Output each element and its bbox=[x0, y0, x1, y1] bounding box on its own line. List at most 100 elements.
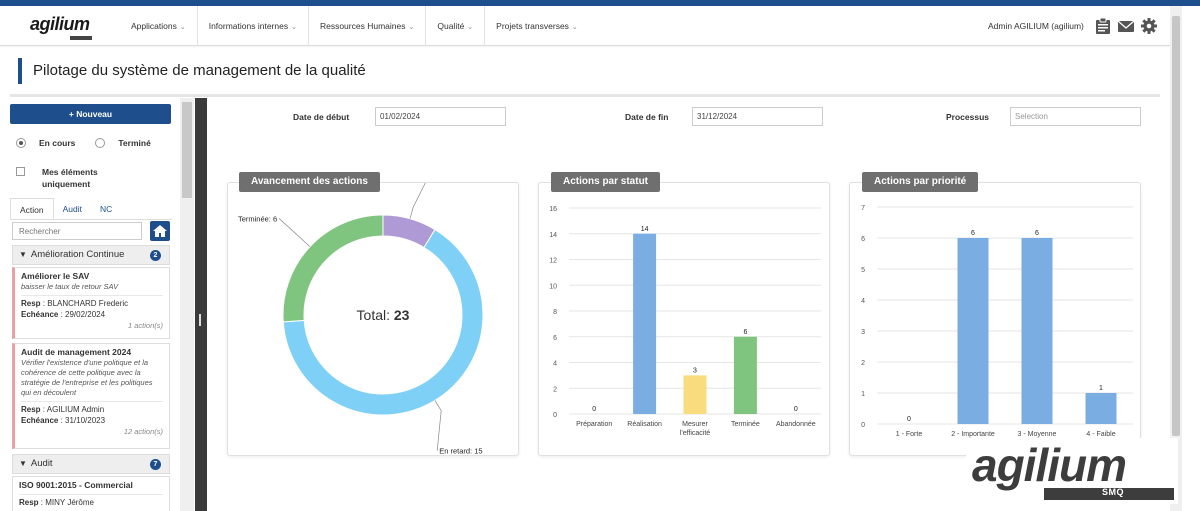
list-item[interactable]: ISO 9001:2015 - Commercial Resp : MINY J… bbox=[12, 476, 170, 511]
status-radio-group: En cours Terminé bbox=[16, 138, 151, 148]
x-tick-label: Préparation bbox=[576, 421, 612, 428]
list-item[interactable]: Améliorer le SAV baisser le taux de reto… bbox=[12, 267, 170, 339]
nav-ressources-humaines[interactable]: Ressources Humaines ⌄ bbox=[309, 6, 427, 46]
y-tick-label: 8 bbox=[553, 309, 557, 316]
page-scrollbar[interactable] bbox=[1170, 6, 1182, 511]
brand-sub: SMQ bbox=[1102, 487, 1125, 497]
search-input[interactable] bbox=[12, 222, 142, 240]
nav-projets-transverses[interactable]: Projets transverses ⌄ bbox=[485, 6, 589, 46]
start-date-input[interactable]: 01/02/2024 bbox=[375, 107, 506, 126]
radio-termine-label: Terminé bbox=[118, 138, 151, 148]
chevron-down-icon: ⌄ bbox=[179, 24, 186, 31]
new-button[interactable]: + Nouveau bbox=[10, 104, 171, 124]
x-tick-label: 3 - Moyenne bbox=[1018, 431, 1057, 438]
group-audit[interactable]: ▼ Audit 7 bbox=[12, 454, 170, 474]
tab-nc[interactable]: NC bbox=[100, 204, 113, 214]
sidebar-scrollbar-thumb[interactable] bbox=[182, 102, 192, 198]
count-badge: 7 bbox=[150, 459, 161, 470]
brand-word: agilium bbox=[972, 439, 1127, 491]
panel-priorite: 0 1 2 3 4 5 6 7 0 1 - Forte 6 2 - Importante 6 3 - Mo… bbox=[849, 182, 1141, 456]
y-tick-label: 0 bbox=[861, 422, 865, 429]
nav-qualite[interactable]: Qualité ⌄ bbox=[426, 6, 486, 46]
divider bbox=[19, 494, 163, 495]
resp-value: MINY Jérôme bbox=[45, 498, 94, 507]
tab-audit[interactable]: Audit bbox=[62, 204, 82, 214]
process-select[interactable]: Selection bbox=[1010, 107, 1141, 126]
chevron-down-icon: ⌄ bbox=[571, 24, 578, 31]
page-scrollbar-thumb[interactable] bbox=[1172, 16, 1180, 436]
divider bbox=[21, 401, 163, 402]
y-tick-label: 0 bbox=[553, 412, 557, 419]
y-tick-label: 6 bbox=[553, 335, 557, 342]
y-tick-label: 6 bbox=[861, 236, 865, 243]
envelope-icon[interactable] bbox=[1117, 17, 1135, 35]
tab-action[interactable]: Action bbox=[10, 198, 54, 219]
brand-logo: agilium SMQ bbox=[966, 438, 1178, 504]
x-tick-label: l'efficacité bbox=[680, 430, 710, 437]
divider bbox=[21, 295, 163, 296]
action-count: 12 action(s) bbox=[123, 427, 163, 436]
nav-label: Projets transverses bbox=[496, 21, 569, 31]
item-description: Vérifier l'existence d'une politique et … bbox=[21, 358, 153, 397]
slice-leader-line bbox=[409, 183, 426, 219]
nav-applications[interactable]: Applications ⌄ bbox=[120, 6, 198, 46]
mes-elements-checkbox[interactable] bbox=[16, 167, 25, 176]
mes-elements-filter: Mes éléments uniquement bbox=[16, 166, 112, 190]
nav-informations-internes[interactable]: Informations internes ⌄ bbox=[198, 6, 309, 46]
donut-slice bbox=[282, 228, 484, 416]
resp-label: Resp bbox=[19, 498, 39, 507]
nav-label: Applications bbox=[131, 21, 177, 31]
y-tick-label: 4 bbox=[553, 361, 557, 368]
sidebar: + Nouveau En cours Terminé Mes éléments … bbox=[10, 104, 172, 511]
group-amelioration-continue[interactable]: ▼ Amélioration Continue 2 bbox=[12, 245, 170, 265]
bar bbox=[733, 336, 757, 414]
chevron-down-icon: ⌄ bbox=[291, 24, 297, 31]
logo-underline bbox=[70, 36, 92, 40]
donut-chart: En attente: 2 En retard: 15 Terminée: 6 Tot… bbox=[238, 183, 484, 456]
divider bbox=[10, 94, 1160, 97]
start-date-label: Date de début bbox=[293, 112, 350, 122]
x-tick-label: Réalisation bbox=[627, 421, 662, 428]
x-tick-label: 4 - Faible bbox=[1086, 431, 1115, 438]
panel-splitter[interactable] bbox=[195, 98, 207, 511]
y-tick-label: 3 bbox=[861, 329, 865, 336]
chevron-down-icon: ⌄ bbox=[467, 24, 474, 31]
radio-termine[interactable] bbox=[95, 138, 106, 148]
slice-label: Terminée: 6 bbox=[238, 215, 277, 224]
gear-icon[interactable] bbox=[1140, 17, 1158, 35]
y-tick-label: 10 bbox=[549, 283, 557, 290]
item-title: Améliorer le SAV bbox=[21, 271, 90, 281]
sidebar-tabs: Action Audit NC bbox=[10, 198, 172, 220]
panel-title-avancement: Avancement des actions bbox=[239, 172, 380, 192]
y-tick-label: 16 bbox=[549, 206, 557, 213]
clipboard-icon[interactable] bbox=[1094, 17, 1112, 35]
slice-leader-line bbox=[434, 400, 442, 451]
radio-en-cours[interactable] bbox=[16, 138, 26, 148]
bar-value-label: 6 bbox=[743, 329, 747, 336]
y-tick-label: 7 bbox=[861, 205, 865, 212]
donut-slice bbox=[282, 214, 384, 323]
caret-down-icon: ▼ bbox=[19, 250, 27, 259]
user-menu[interactable]: Admin AGILIUM (agilium) bbox=[988, 21, 1084, 31]
bar bbox=[633, 233, 657, 414]
main-nav: Applications ⌄ Informations internes ⌄ Res… bbox=[120, 6, 589, 46]
chevron-down-icon: ⌄ bbox=[408, 24, 415, 31]
y-tick-label: 4 bbox=[861, 298, 865, 305]
top-accent-bar bbox=[0, 0, 1200, 6]
splitter-grip-icon bbox=[199, 314, 201, 326]
bar-chart-statut: 0 2 4 6 8 10 12 14 16 0 Préparation 14 Réalisation 3 M… bbox=[549, 206, 821, 437]
action-count: 1 action(s) bbox=[127, 321, 163, 330]
home-button[interactable] bbox=[150, 221, 170, 241]
y-tick-label: 1 bbox=[861, 391, 865, 398]
end-date-input[interactable]: 31/12/2024 bbox=[692, 107, 823, 126]
item-resp: Resp : BLANCHARD Frederic bbox=[21, 299, 129, 308]
nav-label: Qualité bbox=[437, 21, 465, 31]
resp-label: Resp bbox=[21, 299, 41, 308]
logo[interactable]: agilium bbox=[30, 14, 90, 34]
navbar: agilium Applications ⌄ Informations inter… bbox=[0, 6, 1170, 46]
page-title-accent bbox=[18, 58, 22, 84]
sidebar-scrollbar[interactable] bbox=[180, 98, 194, 511]
list-item[interactable]: Audit de management 2024 Vérifier l'exis… bbox=[12, 343, 170, 449]
x-tick-label: Mesurer bbox=[682, 421, 708, 428]
item-due: Echéance : 29/02/2024 bbox=[21, 310, 106, 319]
